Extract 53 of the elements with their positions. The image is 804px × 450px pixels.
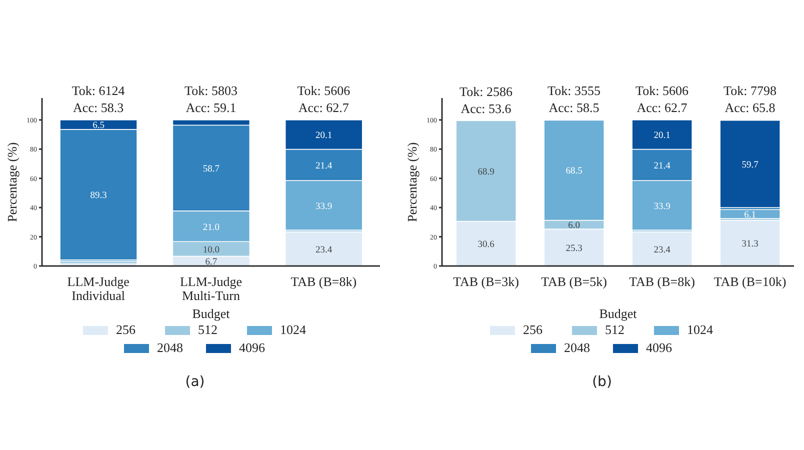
- legend-label: 512: [198, 322, 218, 338]
- data-label: 23.4: [654, 245, 671, 256]
- x-tick-label: TAB (B=8k): [290, 274, 357, 289]
- data-label: 68.9: [478, 167, 495, 178]
- legend-label: 1024: [687, 322, 713, 338]
- data-label: 20.1: [316, 131, 332, 142]
- data-label: 23.4: [316, 245, 332, 256]
- x-axis-title: Budget: [192, 306, 230, 321]
- data-label: 33.9: [316, 202, 332, 212]
- data-label: 10.0: [202, 245, 220, 256]
- x-tick-label: LLM-Judge Individual: [67, 274, 130, 303]
- text: (b): [591, 374, 613, 390]
- annotation: Tok: 5606 Acc: 62.7: [296, 82, 352, 116]
- data-label: 20.1: [654, 131, 671, 142]
- text: (a): [184, 374, 206, 390]
- legend-label: 4096: [239, 340, 265, 356]
- annotation: Tok: 7798 Acc: 65.8: [722, 82, 778, 116]
- data-label: 25.3: [566, 244, 583, 254]
- data-label: 6.0: [568, 221, 580, 232]
- x-tick-label: TAB (B=10k): [714, 274, 786, 289]
- annotation: Tok: 5606 Acc: 62.7: [634, 82, 690, 116]
- data-label: 6.7: [205, 258, 218, 268]
- data-label: 6.1: [744, 210, 756, 221]
- data-label: 59.7: [742, 160, 759, 170]
- legend-label: 512: [605, 322, 624, 338]
- legend-label: 2048: [157, 340, 183, 356]
- x-tick-label: TAB (B=3k): [453, 274, 519, 289]
- x-tick-label: LLM-Judge Multi-Turn: [180, 274, 242, 303]
- bar: [720, 120, 780, 208]
- data-label: 6.5: [92, 121, 105, 132]
- data-label: 21.0: [202, 222, 220, 233]
- legend-label: 1024: [280, 322, 306, 338]
- annotation: Tok: 2586 Acc: 53.6: [458, 82, 514, 117]
- annotation: Tok: 6124 Acc: 58.3: [70, 82, 126, 116]
- data-label: 21.4: [654, 161, 671, 172]
- data-label: 89.3: [90, 191, 108, 202]
- x-tick-label: TAB (B=5k): [541, 274, 607, 289]
- y-axis-title: Percentage (%): [4, 142, 20, 222]
- legend-label: 4096: [646, 340, 672, 356]
- legend-label: 2048: [564, 340, 590, 356]
- data-label: 30.6: [478, 240, 495, 250]
- data-label: 31.3: [742, 240, 759, 250]
- y-axis-title: Percentage (%): [404, 142, 420, 222]
- data-label: 68.5: [566, 166, 583, 177]
- data-label: 21.4: [316, 161, 332, 172]
- data-label: 33.9: [654, 202, 671, 212]
- legend-label: 256: [116, 322, 136, 338]
- annotation: Tok: 3555 Acc: 58.5: [546, 82, 602, 116]
- x-axis-title: Budget: [599, 306, 638, 321]
- data-label: 58.7: [202, 164, 220, 175]
- x-tick-label: TAB (B=8k): [629, 274, 695, 289]
- annotation: Tok: 5803 Acc: 59.1: [184, 82, 238, 116]
- legend-label: 256: [523, 322, 542, 338]
